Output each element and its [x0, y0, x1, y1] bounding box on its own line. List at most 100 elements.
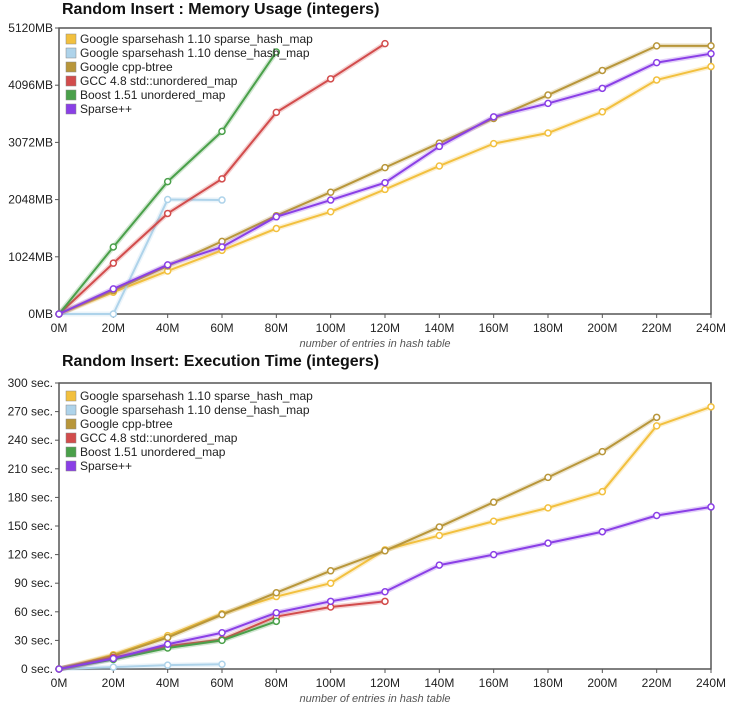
legend-swatch	[65, 61, 77, 73]
data-point	[109, 243, 118, 251]
execution-time-plot: 0 sec. 30 sec. 60 sec. 90 sec. 120 sec. 150 s…	[8, 376, 726, 705]
y-tick-label: 270 sec.	[8, 405, 53, 419]
x-axis-label: number of entries in hash table	[299, 338, 450, 350]
data-point	[109, 259, 118, 267]
series-sparsepp	[55, 49, 715, 318]
data-point	[598, 84, 607, 93]
y-tick-label: 60 sec.	[14, 605, 53, 619]
data-point	[218, 175, 226, 183]
data-point	[598, 447, 607, 456]
y-tick-label: 180 sec.	[8, 490, 53, 504]
data-point	[652, 511, 661, 520]
data-point	[489, 113, 498, 121]
legend-label: Google sparsehash 1.10 dense_hash_map	[80, 46, 310, 60]
data-point	[707, 42, 715, 50]
data-point	[218, 636, 226, 645]
y-tick-label: 0 sec.	[21, 662, 53, 676]
x-tick-label: 200M	[587, 321, 617, 335]
data-point	[544, 99, 552, 108]
data-point	[163, 640, 172, 648]
x-tick-label: 100M	[316, 321, 346, 335]
x-tick-label: 180M	[533, 676, 563, 690]
legend-label: Boost 1.51 unordered_map	[80, 445, 226, 459]
x-tick-label: 40M	[156, 321, 179, 335]
legend-swatch	[65, 390, 77, 402]
y-tick-label: 30 sec.	[14, 633, 53, 647]
data-point	[326, 208, 335, 216]
y-tick-label: 2048MB	[8, 193, 53, 207]
y-tick-label: 4096MB	[8, 78, 53, 92]
y-tick-label: 300 sec.	[8, 376, 53, 390]
data-point	[544, 504, 552, 512]
plot-area	[58, 382, 712, 670]
legend-swatch	[65, 75, 77, 87]
data-point	[598, 108, 607, 116]
legend-label: Google sparsehash 1.10 sparse_hash_map	[80, 32, 313, 46]
x-tick-label: 200M	[587, 676, 617, 690]
y-tick-label: 90 sec.	[14, 576, 53, 590]
data-point	[163, 209, 172, 218]
data-point	[109, 654, 118, 663]
x-tick-label: 240M	[696, 321, 726, 335]
data-point	[381, 163, 389, 172]
data-point	[707, 49, 715, 58]
data-point	[489, 517, 498, 525]
data-point	[163, 195, 172, 204]
data-point	[272, 224, 281, 233]
data-point	[326, 597, 335, 606]
data-point	[381, 597, 389, 606]
data-point	[381, 547, 389, 555]
y-tick-label: 5120MB	[8, 21, 53, 35]
x-tick-label: 80M	[265, 676, 288, 690]
y-tick-label: 1024MB	[8, 250, 53, 264]
data-point	[489, 139, 498, 148]
data-point	[163, 261, 172, 269]
legend-swatch	[65, 89, 77, 101]
x-tick-label: 240M	[696, 676, 726, 690]
legend-swatch	[65, 418, 77, 430]
y-tick-label: 3072MB	[8, 135, 53, 149]
data-point	[272, 588, 281, 597]
data-point	[544, 129, 552, 137]
data-point	[435, 531, 444, 540]
x-tick-label: 80M	[265, 321, 288, 335]
legend-swatch	[65, 460, 77, 472]
x-tick-label: 60M	[210, 676, 233, 690]
data-point	[55, 310, 63, 318]
x-tick-label: 20M	[102, 676, 125, 690]
x-tick-label: 120M	[370, 676, 400, 690]
legend-label: Google sparsehash 1.10 dense_hash_map	[80, 403, 310, 417]
legend-label: Sparse++	[80, 459, 132, 473]
series-line	[59, 198, 223, 315]
data-point	[544, 539, 552, 547]
y-tick-label: 240 sec.	[8, 433, 53, 447]
data-point	[272, 617, 281, 626]
x-tick-label: 100M	[316, 676, 346, 690]
x-tick-label: 0M	[51, 321, 68, 335]
legend-label: GCC 4.8 std::unordered_map	[80, 431, 238, 445]
data-point	[381, 178, 389, 187]
legend-label: Google cpp-btree	[80, 417, 173, 431]
x-tick-label: 0M	[51, 676, 68, 690]
x-tick-label: 60M	[210, 321, 233, 335]
data-point	[652, 413, 661, 422]
data-point	[707, 503, 715, 511]
data-point	[489, 498, 498, 506]
legend-label: Google cpp-btree	[80, 60, 173, 74]
data-point	[55, 665, 63, 673]
legend-label: Google sparsehash 1.10 sparse_hash_map	[80, 389, 313, 403]
legend-label: Boost 1.51 unordered_map	[80, 88, 226, 102]
data-point	[598, 487, 607, 496]
data-point	[326, 567, 335, 575]
memory-usage-plot: 0MB 1024MB 2048MB 3072MB 4096MB 5120MB 0M 20M 40…	[8, 21, 726, 350]
series-sparsepp	[55, 503, 715, 673]
data-point	[218, 127, 226, 136]
memory-usage-chart: Random Insert : Memory Usage (integers) …	[0, 0, 744, 352]
legend-swatch	[65, 432, 77, 444]
data-point	[326, 188, 335, 196]
data-point	[435, 523, 444, 531]
legend-swatch	[65, 33, 77, 45]
data-point	[652, 422, 661, 430]
data-point	[707, 62, 715, 71]
data-point	[652, 58, 661, 67]
